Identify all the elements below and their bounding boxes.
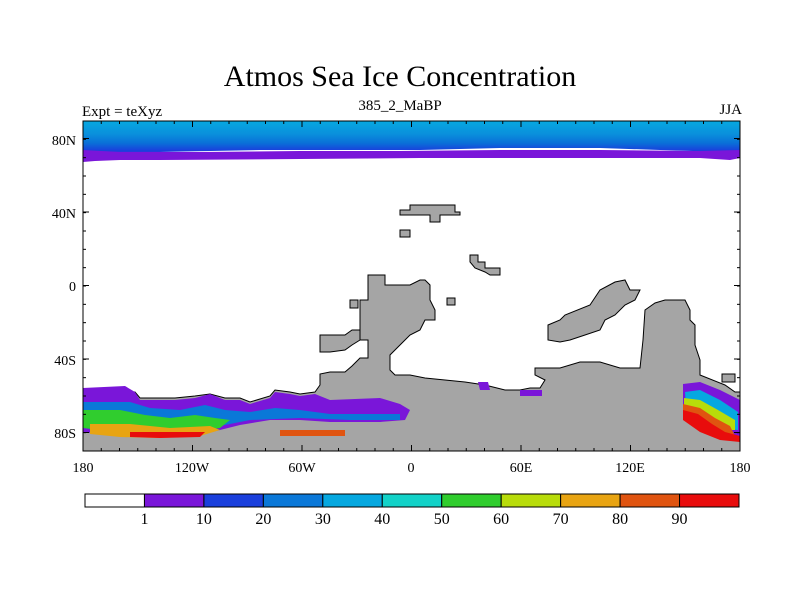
colorbar-label: 20	[255, 511, 271, 528]
landmass-africa	[399, 204, 461, 223]
landmass-south-america	[319, 329, 361, 353]
antarctic-sea-ice-ross-max	[683, 410, 740, 442]
colorbar-box	[619, 493, 681, 508]
landmass-island-1	[399, 229, 411, 238]
antarctic-sea-ice-west-max	[130, 432, 205, 438]
antarctic-sea-ice-east-small	[478, 382, 542, 396]
season-label: JJA	[719, 102, 742, 118]
colorbar-box	[143, 493, 205, 508]
colorbar-label: 50	[434, 511, 450, 528]
landmass-island-2	[469, 254, 501, 276]
colorbar-box	[322, 493, 383, 508]
x-tick-label: 0	[408, 461, 415, 476]
landmass-asia-australia	[547, 279, 641, 343]
landmass-island-3	[446, 297, 456, 306]
antarctic-sea-ice-weddell	[280, 430, 345, 436]
colorbar-box	[560, 493, 621, 508]
plot-subtitle: 385_2_MaBP	[358, 98, 442, 114]
x-tick-label: 120E	[615, 461, 645, 476]
x-tick-label: 120W	[175, 461, 210, 476]
colorbar-label: 90	[672, 511, 688, 528]
arctic-sea-ice	[83, 121, 740, 158]
map-area	[83, 121, 740, 451]
colorbar-label: 80	[612, 511, 628, 528]
experiment-label: Expt = teXyz	[82, 104, 163, 120]
x-tick-label: 60W	[288, 461, 316, 476]
x-tick-label: 180	[73, 461, 94, 476]
landmass-island-4	[349, 299, 359, 309]
y-tick-label: 0	[69, 280, 76, 295]
y-tick-label: 40N	[52, 207, 76, 222]
colorbar-label: 30	[315, 511, 331, 528]
x-tick-label: 60E	[510, 461, 533, 476]
colorbar-label: 70	[553, 511, 569, 528]
y-tick-label: 80S	[54, 427, 76, 442]
colorbar-box	[203, 493, 264, 508]
colorbar-labels: 1 10 20 30 40 50 60 70 80 90	[140, 511, 687, 528]
colorbar-label: 10	[196, 511, 212, 528]
antarctic-sea-ice-ross-thick	[683, 404, 735, 436]
colorbar	[84, 493, 740, 508]
arctic-ice-edge	[83, 150, 740, 162]
colorbar-box	[679, 493, 740, 508]
y-tick-label: 40S	[54, 354, 76, 369]
colorbar-box	[84, 493, 145, 508]
colorbar-box	[262, 493, 324, 508]
y-tick-label: 80N	[52, 134, 76, 149]
colorbar-box	[381, 493, 443, 508]
x-tick-label: 180	[730, 461, 751, 476]
colorbar-box	[441, 493, 502, 508]
landmass-island-5	[721, 373, 736, 383]
colorbar-box	[500, 493, 562, 508]
colorbar-label: 40	[374, 511, 390, 528]
axis-ticks	[82, 120, 741, 452]
plot-title: Atmos Sea Ice Concentration	[223, 60, 577, 93]
colorbar-label: 60	[493, 511, 509, 528]
colorbar-label: 1	[140, 511, 148, 528]
